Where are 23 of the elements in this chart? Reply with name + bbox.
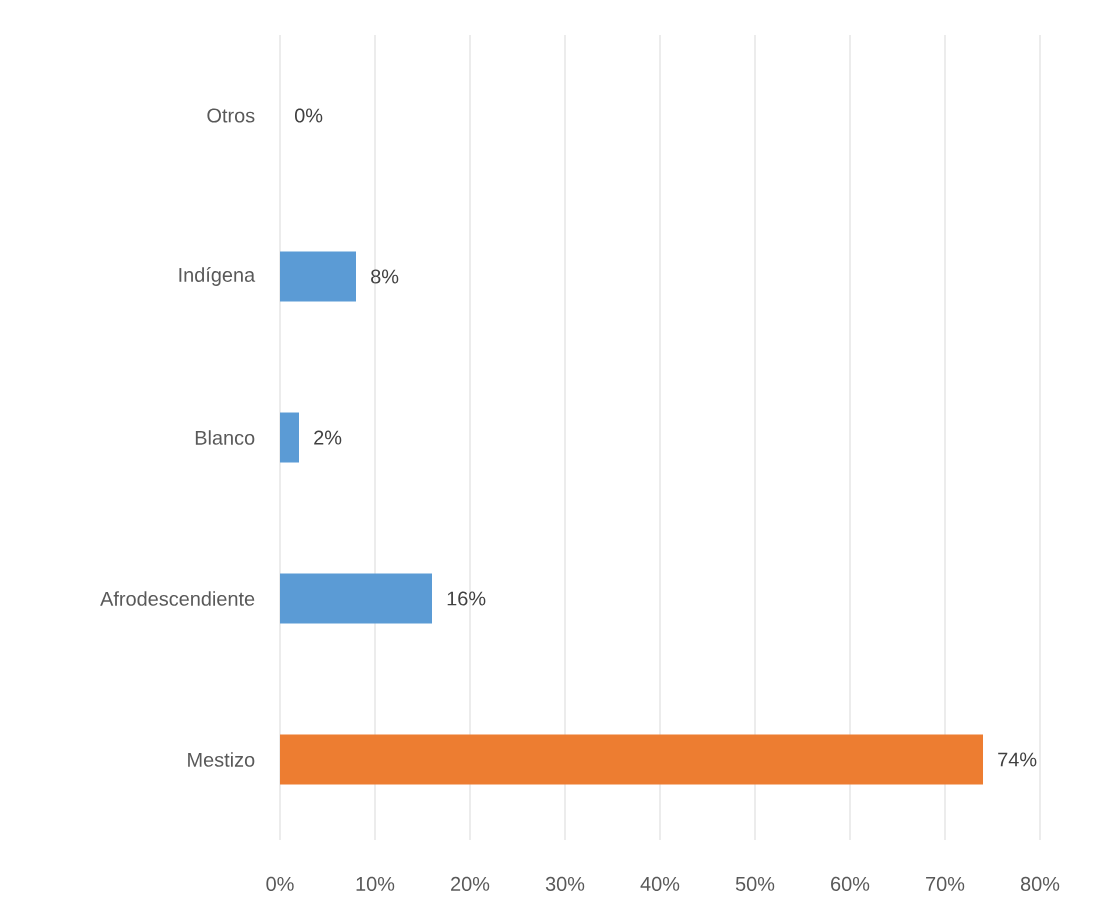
x-tick-label: 40% [640, 876, 680, 891]
x-tick-label: 20% [451, 876, 490, 891]
bar [280, 412, 299, 463]
bar [280, 251, 356, 302]
bar [280, 734, 983, 785]
y-tick-label: Afrodescendiente [100, 591, 255, 606]
x-tick-label: 60% [831, 876, 870, 891]
y-tick-label: Otros [207, 108, 255, 123]
x-tick-label: 10% [356, 876, 395, 891]
data-label: 0% [294, 108, 323, 123]
y-tick-label: Blanco [195, 430, 255, 445]
x-tick-label: 70% [926, 876, 965, 891]
data-label: 74% [998, 752, 1037, 767]
x-tick-label: 0% [266, 876, 294, 891]
x-tick-label: 80% [1020, 876, 1060, 891]
data-label: 2% [314, 430, 342, 445]
data-label: 8% [371, 269, 399, 284]
bar [280, 573, 432, 624]
data-label: 16% [447, 591, 486, 606]
x-tick-label: 50% [735, 876, 775, 891]
x-tick-label: 30% [545, 876, 585, 891]
y-tick-label: Indígena [179, 267, 256, 286]
y-tick-label: Mestizo [188, 752, 255, 767]
